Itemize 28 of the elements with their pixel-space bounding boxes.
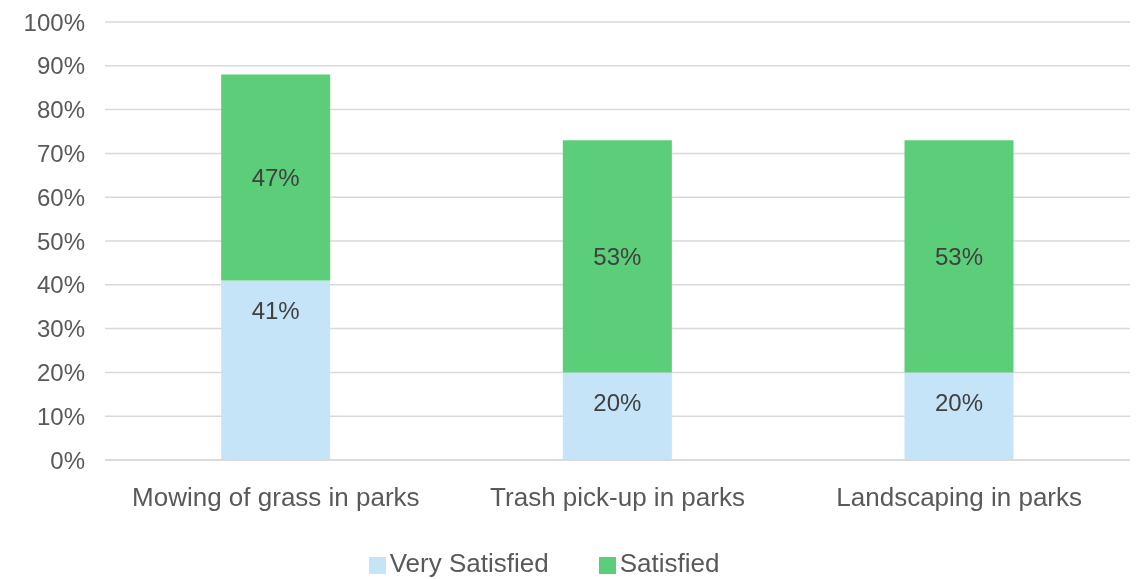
data-label: 41% — [251, 297, 300, 325]
y-tick-label: 20% — [36, 358, 85, 386]
y-tick-label: 50% — [36, 227, 85, 255]
y-tick-label: 30% — [36, 315, 85, 343]
bar — [562, 140, 672, 373]
y-tick-label: 80% — [36, 96, 85, 124]
bar — [221, 280, 331, 460]
x-tick-label: Landscaping in parks — [836, 482, 1083, 513]
y-tick-label: 60% — [36, 183, 85, 211]
x-tick-label: Mowing of grass in parks — [132, 482, 420, 513]
y-tick-label: 40% — [36, 271, 85, 299]
data-label: 53% — [934, 242, 984, 270]
legend-label: Satisfied — [619, 548, 720, 578]
y-tick-label: 0% — [50, 446, 85, 474]
data-label: 20% — [593, 389, 642, 417]
bar — [562, 372, 672, 460]
data-label: 53% — [593, 242, 642, 270]
y-tick-label: 90% — [36, 52, 85, 80]
data-label: 20% — [934, 389, 984, 417]
data-label: 47% — [251, 164, 300, 192]
bar — [904, 372, 1014, 460]
legend-label: Very Satisfied — [389, 548, 549, 578]
bar — [904, 140, 1014, 373]
y-tick-label: 10% — [36, 402, 85, 430]
y-tick-label: 100% — [23, 8, 85, 36]
x-tick-label: Trash pick-up in parks — [490, 482, 745, 513]
y-tick-label: 70% — [36, 139, 85, 167]
bar — [221, 74, 331, 281]
